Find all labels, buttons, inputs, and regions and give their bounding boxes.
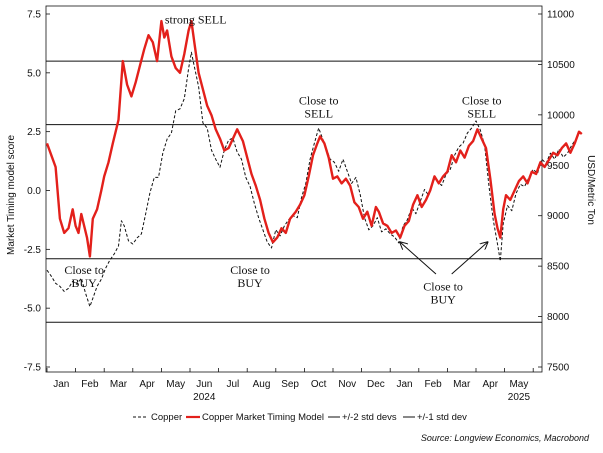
series-line-copper xyxy=(46,51,583,307)
month-label: May xyxy=(166,379,185,390)
month-label: Aug xyxy=(253,379,271,390)
right-tick-label: 7500 xyxy=(547,363,570,374)
month-label: Sep xyxy=(281,379,299,390)
month-label: Mar xyxy=(453,379,471,390)
series-line-timing-model xyxy=(45,19,583,258)
std-dev-reference-lines xyxy=(46,60,542,323)
right-tick-label: 10000 xyxy=(547,110,575,121)
left-tick-label: -5.0 xyxy=(24,304,42,315)
year-label: 2024 xyxy=(193,392,216,403)
annotation-text: Close to xyxy=(64,263,104,277)
left-axis-title: Market Timing model score xyxy=(6,135,17,255)
month-label: Feb xyxy=(81,379,99,390)
left-tick-label: -2.5 xyxy=(24,245,42,256)
annotation-text: BUY xyxy=(72,276,98,290)
legend-label-copper: Copper xyxy=(151,412,182,423)
right-tick-label: 11000 xyxy=(547,10,575,21)
source-note: Source: Longview Economics, Macrobond xyxy=(421,433,590,443)
month-label: Apr xyxy=(483,379,499,390)
right-tick-label: 9500 xyxy=(547,161,570,172)
left-tick-label: -7.5 xyxy=(24,363,42,374)
month-label: Oct xyxy=(311,379,327,390)
month-label: May xyxy=(509,379,528,390)
month-label: Apr xyxy=(139,379,155,390)
annotation-text: Close to xyxy=(423,280,463,294)
annotation-text: Close to xyxy=(230,263,270,277)
month-label: Jul xyxy=(227,379,240,390)
legend: Copper Copper Market Timing Model +/-2 s… xyxy=(133,412,467,423)
left-tick-label: 2.5 xyxy=(27,127,41,138)
right-axis-title: USD/Metric Ton xyxy=(585,155,596,225)
annotation-text: BUY xyxy=(430,293,456,307)
annotation-text: SELL xyxy=(467,107,496,121)
annotation-text: Close to xyxy=(462,94,502,108)
month-label: Jun xyxy=(196,379,212,390)
legend-label-2std: +/-2 std devs xyxy=(342,412,397,423)
annotation-text: strong SELL xyxy=(165,12,227,26)
month-label: Jan xyxy=(53,379,69,390)
left-tick-label: 0.0 xyxy=(27,186,41,197)
month-label: Dec xyxy=(367,379,385,390)
right-tick-label: 10500 xyxy=(547,60,575,71)
plot-area-frame xyxy=(45,5,543,373)
annotation-arrow xyxy=(451,242,488,275)
series-layer xyxy=(45,19,583,307)
annotation-arrow xyxy=(400,242,437,275)
right-tick-label: 9000 xyxy=(547,211,570,222)
right-tick-label: 8000 xyxy=(547,312,570,323)
legend-label-1std: +/-1 std dev xyxy=(417,412,467,423)
left-tick-label: 7.5 xyxy=(27,10,41,21)
annotation-text: Close to xyxy=(299,94,339,108)
left-tick-label: 5.0 xyxy=(27,68,41,79)
month-label: Mar xyxy=(110,379,128,390)
x-axis-ticks: Jan Feb Mar Apr May Jun Jul Aug Sep Oct Nov Dec Jan F… xyxy=(46,368,534,403)
right-tick-label: 8500 xyxy=(547,262,570,273)
annotation-text: BUY xyxy=(237,276,263,290)
month-label: Nov xyxy=(338,379,356,390)
left-axis-ticks: 7.5 5.0 2.5 0.0 -2.5 -5.0 -7.5 xyxy=(24,10,50,374)
annotation-text: SELL xyxy=(304,107,333,121)
year-label: 2025 xyxy=(508,392,531,403)
legend-label-model: Copper Market Timing Model xyxy=(202,412,324,423)
right-axis-ticks: 11000 10500 10000 9500 9000 8500 8000 7500 xyxy=(538,10,575,374)
month-label: Feb xyxy=(424,379,442,390)
month-label: Jan xyxy=(396,379,412,390)
